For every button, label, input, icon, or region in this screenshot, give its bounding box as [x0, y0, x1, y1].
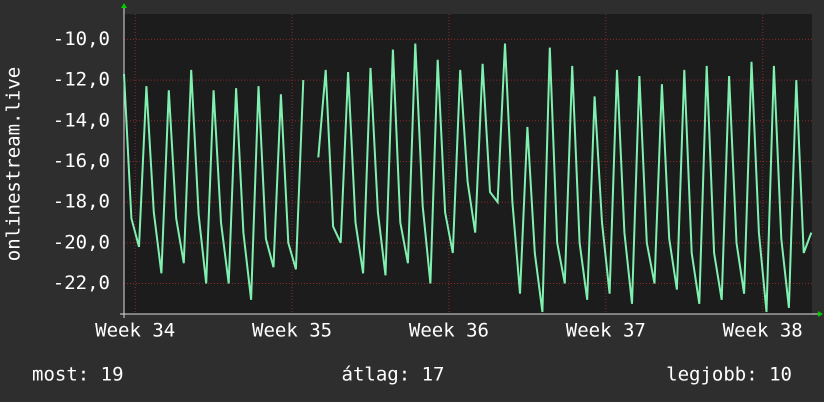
stat-best: legjobb: 10: [666, 364, 792, 386]
plot-area: [124, 14, 812, 314]
x-tick-label: Week 34: [95, 320, 175, 342]
stat-average: átlag: 17: [342, 364, 445, 386]
y-tick-label: -10,0: [53, 28, 110, 50]
y-tick-label: -16,0: [53, 150, 110, 172]
y-axis-label: onlinestream.live: [3, 67, 25, 261]
stat-current: most: 19: [32, 364, 124, 386]
data-line: [123, 43, 813, 313]
x-tick-label: Week 36: [409, 320, 489, 342]
y-tick-label: -12,0: [53, 69, 110, 91]
y-tick-label: -14,0: [53, 109, 110, 131]
axis-arrow: [121, 3, 127, 8]
x-tick-label: Week 35: [252, 320, 332, 342]
y-tick-label: -22,0: [53, 272, 110, 294]
x-tick-label: Week 38: [723, 320, 803, 342]
axis-arrow: [818, 311, 823, 317]
y-tick-label: -18,0: [53, 191, 110, 213]
x-tick-label: Week 37: [566, 320, 646, 342]
y-tick-label: -20,0: [53, 231, 110, 253]
